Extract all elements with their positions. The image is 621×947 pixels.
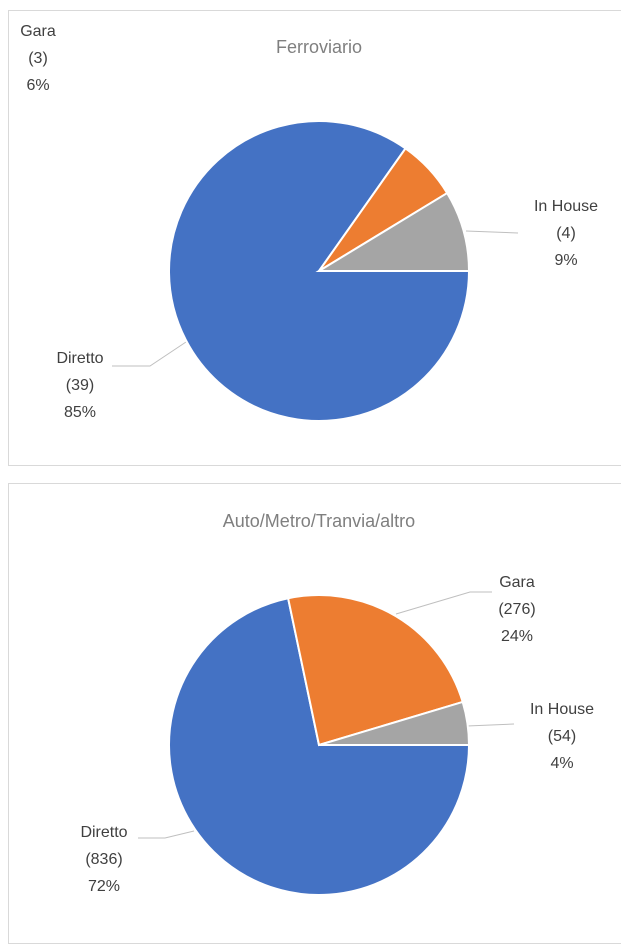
slice-label: Diretto <box>56 350 103 367</box>
slice-value: (836) <box>85 851 122 868</box>
pie-slice <box>315 191 471 272</box>
slice-percent: 72% <box>88 878 120 895</box>
slice-percent: 4% <box>550 755 573 772</box>
leader-line <box>465 230 519 234</box>
pie-slice <box>168 120 471 422</box>
slice-label: In House <box>530 701 594 718</box>
slice-label: Gara <box>499 574 535 591</box>
slice-label: In House <box>534 198 598 215</box>
slice-value: (4) <box>556 225 576 242</box>
leader-line <box>112 341 187 367</box>
slice-percent: 9% <box>554 252 577 269</box>
pie-slice <box>168 597 471 896</box>
slice-value: (276) <box>498 601 535 618</box>
pie-slice <box>318 700 471 746</box>
leader-line <box>138 830 195 839</box>
chart-title: Auto/Metro/Tranvia/altro <box>223 511 415 531</box>
chart-title: Ferroviario <box>276 37 362 57</box>
leader-line <box>395 591 492 615</box>
slice-percent: 24% <box>501 628 533 645</box>
slice-percent: 85% <box>64 404 96 421</box>
slice-label: Gara <box>20 23 56 40</box>
slice-label: Diretto <box>80 824 127 841</box>
slice-value: (39) <box>66 377 94 394</box>
slice-percent: 6% <box>26 77 49 94</box>
slice-value: (54) <box>548 728 576 745</box>
leader-line <box>466 723 515 727</box>
pie-slice <box>286 594 464 747</box>
slice-value: (3) <box>28 50 48 67</box>
